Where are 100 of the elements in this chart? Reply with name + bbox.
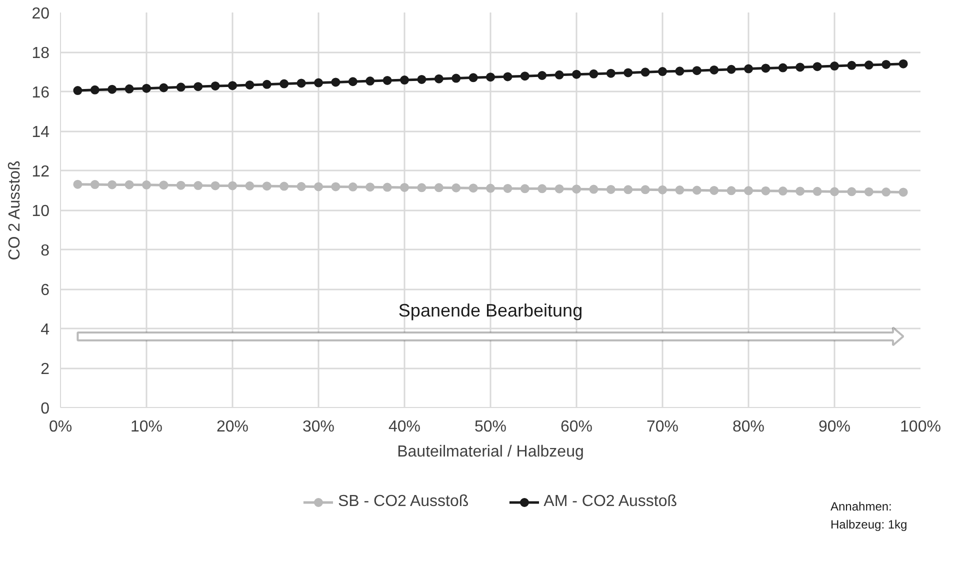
point bbox=[366, 182, 375, 192]
point bbox=[400, 76, 409, 85]
point bbox=[382, 76, 392, 85]
y-tick-label: 4 bbox=[40, 322, 50, 338]
x-tick-label: 60% bbox=[560, 418, 593, 436]
point bbox=[210, 81, 220, 90]
point bbox=[882, 188, 891, 197]
point bbox=[606, 68, 616, 78]
point bbox=[640, 68, 650, 77]
point bbox=[194, 82, 203, 92]
point bbox=[331, 182, 340, 192]
point bbox=[503, 184, 512, 193]
point bbox=[176, 82, 186, 92]
x-axis-title: Bauteilmaterial / Halbzeug bbox=[397, 444, 584, 460]
point bbox=[554, 184, 564, 194]
point bbox=[331, 78, 340, 87]
point bbox=[554, 70, 564, 80]
point bbox=[366, 76, 375, 86]
point bbox=[468, 73, 478, 82]
point bbox=[778, 186, 788, 196]
point bbox=[624, 68, 633, 78]
point bbox=[520, 184, 530, 194]
point bbox=[486, 184, 495, 193]
point bbox=[675, 186, 684, 195]
annotation: Spanende Bearbeitung bbox=[398, 300, 583, 321]
point bbox=[194, 181, 203, 190]
y-axis-title: CO 2 Ausstoß bbox=[6, 160, 24, 260]
point bbox=[538, 184, 547, 194]
point bbox=[228, 181, 237, 190]
point bbox=[452, 183, 461, 192]
point bbox=[73, 86, 82, 96]
point bbox=[108, 180, 117, 190]
point bbox=[434, 183, 444, 192]
y-tick-label: 0 bbox=[40, 400, 50, 418]
point bbox=[692, 66, 702, 76]
point bbox=[606, 184, 616, 194]
point bbox=[262, 80, 272, 89]
point bbox=[280, 182, 289, 191]
x-tick-label: 70% bbox=[646, 418, 679, 436]
point bbox=[434, 74, 444, 84]
point bbox=[245, 80, 254, 90]
point bbox=[468, 184, 478, 193]
point bbox=[796, 62, 805, 72]
point bbox=[812, 62, 822, 72]
point bbox=[675, 66, 684, 76]
point bbox=[864, 187, 874, 196]
point bbox=[280, 79, 289, 88]
y-tick-label: 2 bbox=[40, 361, 50, 378]
point bbox=[417, 74, 426, 84]
point bbox=[348, 77, 358, 86]
point bbox=[210, 181, 220, 190]
point bbox=[572, 70, 581, 79]
point bbox=[417, 183, 426, 192]
y-tick-label: 10 bbox=[32, 203, 50, 220]
point bbox=[348, 182, 358, 192]
point bbox=[761, 64, 770, 73]
y-tick-label: 12 bbox=[32, 164, 50, 180]
point bbox=[589, 184, 598, 194]
x-tick-label: 0% bbox=[48, 418, 72, 436]
x-tick-label: 100% bbox=[900, 418, 941, 436]
point bbox=[898, 188, 908, 197]
x-tick-label: 40% bbox=[388, 418, 421, 436]
point bbox=[486, 72, 495, 82]
point bbox=[538, 71, 547, 80]
point bbox=[176, 180, 186, 190]
x-tick-label: 90% bbox=[818, 418, 851, 436]
point bbox=[382, 182, 392, 192]
y-tick-label: 20 bbox=[32, 6, 50, 22]
point bbox=[710, 65, 719, 74]
point bbox=[847, 60, 856, 70]
point bbox=[624, 185, 633, 194]
point bbox=[864, 60, 874, 70]
point bbox=[658, 67, 667, 76]
point bbox=[90, 85, 100, 94]
point bbox=[830, 62, 839, 71]
x-tick-label: 20% bbox=[216, 418, 249, 436]
x-tick-label: 10% bbox=[130, 418, 163, 436]
legend-label: SB - CO2 Ausstoß bbox=[338, 493, 469, 511]
point bbox=[142, 180, 151, 190]
point bbox=[796, 186, 805, 196]
x-tick-label: 50% bbox=[474, 418, 507, 436]
point bbox=[640, 185, 650, 194]
point bbox=[314, 182, 323, 192]
point bbox=[90, 180, 100, 190]
point bbox=[228, 81, 237, 90]
text: Annahmen: bbox=[830, 500, 892, 514]
point bbox=[452, 74, 461, 83]
legend-label: AM - CO2 Ausstoß bbox=[544, 493, 678, 511]
y-tick-label: 14 bbox=[32, 124, 50, 141]
point bbox=[520, 72, 530, 81]
point bbox=[830, 187, 839, 196]
point bbox=[572, 184, 581, 194]
point bbox=[761, 186, 770, 196]
point bbox=[262, 182, 272, 191]
point bbox=[744, 64, 753, 74]
point bbox=[124, 84, 134, 94]
point bbox=[847, 187, 856, 196]
y-tick-label: 8 bbox=[40, 242, 50, 260]
point bbox=[589, 69, 598, 78]
y-tick-label: 16 bbox=[32, 84, 50, 102]
